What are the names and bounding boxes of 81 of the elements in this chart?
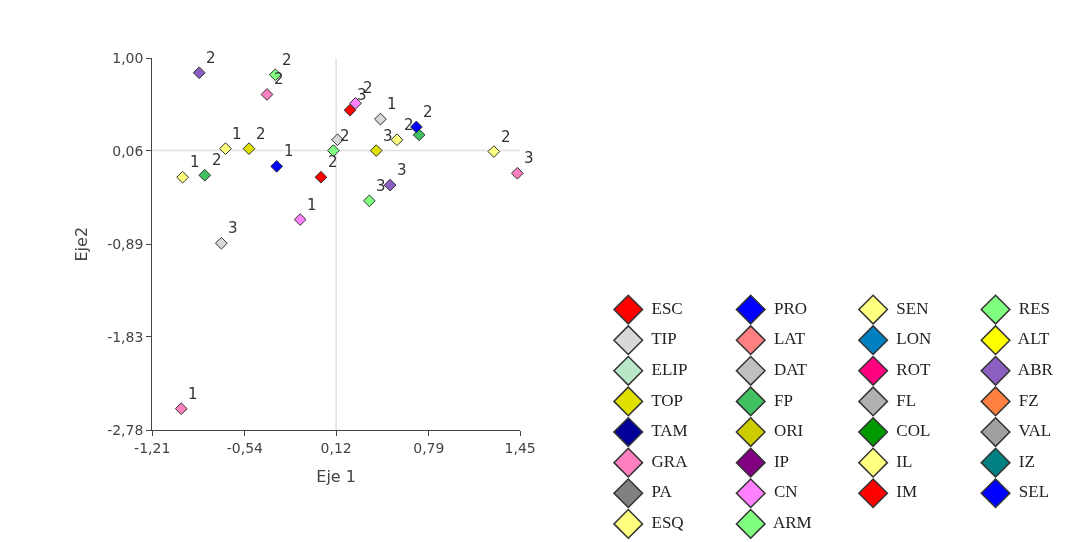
legend-label: SEN [887,298,929,318]
point [219,142,232,155]
annotation: 1 [232,125,242,143]
point [390,133,404,147]
annotation: 3 [228,219,238,237]
y-tick-label: 0,06 [112,142,144,159]
point [363,194,376,208]
legend-label: IZ [1010,451,1035,471]
legend-label: IL [887,451,913,471]
legend-label: ESQ [643,513,684,533]
legend-label: RES [1010,298,1050,318]
annotation: 2 [340,127,350,145]
y-tick-label: -1,83 [107,328,144,345]
annotation: 2 [423,103,433,121]
legend-label: DAT [765,360,808,380]
legend-label: ARM [765,513,812,533]
annotation: 2 [501,128,511,146]
legend-label: SEL [1010,482,1050,502]
legend-label: GRA [643,451,689,471]
annotation: 3 [524,149,534,167]
annotation: 3 [397,161,407,179]
annotation: 1 [188,385,198,403]
point [327,144,340,157]
x-tick-label: -0,54 [226,440,264,457]
legend-label: CN [765,482,798,502]
legend-label: TIP [643,329,677,349]
annotation: 3 [383,127,393,145]
x-axis-title: Eje 1 [316,466,356,486]
point [510,166,524,180]
legend-label: TAM [643,421,688,441]
point [215,236,228,250]
legend-label: FP [765,390,793,410]
legend-label: ORI [765,421,804,441]
legend-label: FZ [1010,390,1039,410]
legend-label: VAL [1010,421,1052,441]
annotation: 1 [190,153,200,171]
x-tick-label: 0,12 [320,440,352,457]
legend-label: ESC [643,298,683,318]
legend-label: LON [887,329,932,349]
point [242,142,256,155]
annotation: 2 [328,153,338,171]
point [198,168,212,182]
legend-label: TOP [643,390,684,410]
annotation: 1 [387,95,397,113]
point [487,145,501,158]
legend-label: ROT [887,360,931,380]
point [260,88,274,101]
legend-label: PRO [765,298,808,318]
annotation: 1 [284,142,294,160]
legend-label: ABR [1010,360,1054,380]
legend-label: FL [887,390,917,410]
x-tick-label: -1,21 [134,440,171,457]
point [293,213,307,226]
annotation: 2 [404,116,414,134]
point [176,170,189,184]
y-tick-label: 1,00 [112,49,144,66]
annotation: 2 [256,125,266,143]
y-tick-label: -0,89 [107,236,144,253]
legend-label: ELIP [643,360,688,380]
annotation: 1 [307,196,317,214]
annotation: 3 [376,177,386,195]
annotation: 2 [282,51,292,69]
point [314,170,328,184]
point [374,112,387,126]
x-tick-label: 0,79 [413,440,445,457]
legend-label: COL [887,421,931,441]
point [174,402,188,416]
legend-label: LAT [765,329,806,349]
point [192,66,206,80]
legend-label: IP [765,451,790,471]
point [270,160,284,173]
y-tick-label: -2,78 [107,422,144,439]
annotation: 2 [206,49,216,67]
legend-label: PA [643,482,673,502]
x-tick-label: 1,45 [504,440,536,457]
legend-label: IM [887,482,918,502]
annotation: 2 [212,151,222,169]
point [369,144,383,157]
legend-label: ALT [1010,329,1050,349]
y-axis-title: Eje2 [72,226,92,262]
point [343,103,357,117]
